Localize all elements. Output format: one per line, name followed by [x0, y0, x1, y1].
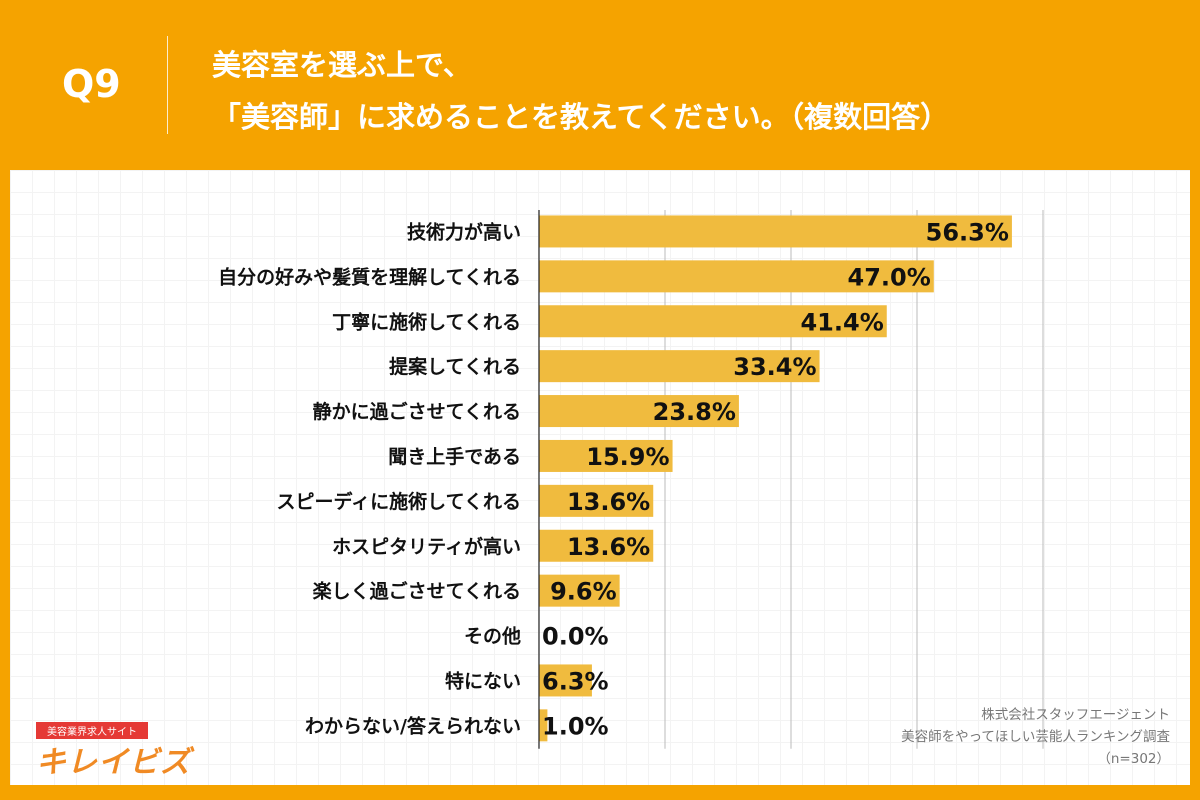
header-divider — [167, 36, 168, 134]
value-label: 47.0% — [848, 263, 931, 291]
bar — [539, 350, 820, 383]
logo-tagline: 美容業界求人サイト — [36, 722, 148, 739]
logo-name: キレイビズ — [36, 745, 191, 780]
bar — [539, 529, 654, 562]
value-label: 15.9% — [586, 443, 669, 471]
credit: 株式会社スタッフエージェント 美容師をやってほしい芸能人ランキング調査 （n=3… — [901, 704, 1170, 770]
category-label: 丁寧に施術してくれる — [332, 310, 521, 333]
category-label: その他 — [464, 625, 521, 648]
value-label: 13.6% — [567, 533, 650, 561]
category-label: 聞き上手である — [388, 445, 521, 468]
value-label: 23.8% — [653, 398, 736, 426]
value-label: 0.0% — [542, 623, 609, 651]
bar — [539, 215, 1012, 248]
bar — [539, 305, 887, 338]
bar — [539, 574, 620, 607]
credit-company: 株式会社スタッフエージェント — [981, 707, 1170, 723]
category-label: 提案してくれる — [389, 355, 521, 378]
bar — [539, 439, 673, 472]
bar — [539, 664, 592, 697]
category-label: 静かに過ごさせてくれる — [313, 400, 521, 423]
value-label: 13.6% — [567, 488, 650, 516]
value-label: 6.3% — [542, 667, 609, 695]
category-label: わからない/答えられない — [305, 714, 521, 737]
credit-sample: （n=302） — [1097, 751, 1170, 767]
category-label: ホスピタリティが高い — [332, 535, 521, 558]
bar — [539, 484, 654, 517]
credit-survey: 美容師をやってほしい芸能人ランキング調査 — [901, 729, 1170, 745]
value-label: 33.4% — [733, 353, 816, 381]
bar — [539, 260, 934, 293]
category-label: スピーディに施術してくれる — [276, 490, 521, 513]
question-number: Q9 — [62, 62, 121, 106]
value-label: 41.4% — [800, 308, 883, 336]
title-line-1: 美容室を選ぶ上で、 — [212, 48, 472, 82]
value-label: 1.0% — [542, 712, 609, 740]
category-label: 特にない — [445, 670, 521, 692]
title-line-2: 「美容師」に求めることを教えてください。（複数回答） — [212, 100, 950, 134]
value-label: 56.3% — [926, 218, 1009, 246]
category-label: 楽しく過ごさせてくれる — [313, 580, 521, 603]
bar — [539, 395, 739, 428]
category-label: 自分の好みや髪質を理解してくれる — [218, 265, 521, 288]
bar — [539, 709, 548, 742]
category-label: 技術力が高い — [407, 220, 521, 243]
logo: 美容業界求人サイト キレイビズ — [36, 722, 191, 781]
value-label: 9.6% — [550, 578, 617, 606]
